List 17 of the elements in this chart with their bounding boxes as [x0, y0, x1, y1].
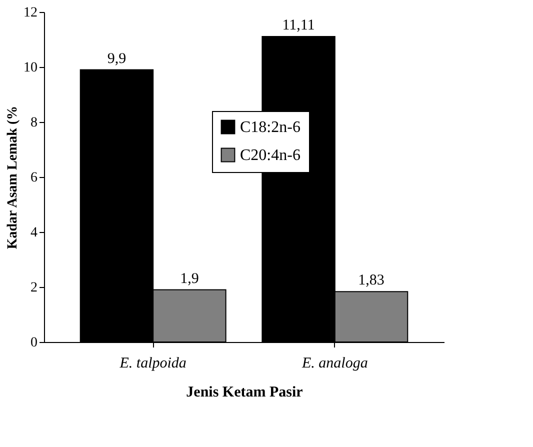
y-tick-label: 12: [24, 6, 38, 20]
data-label: 9,9: [107, 50, 126, 67]
y-tick-label: 0: [30, 336, 38, 350]
x-tick-label: E. talpoida: [118, 356, 186, 372]
x-tick-label: E. analoga: [300, 356, 368, 372]
legend-label: C18:2n-6: [240, 119, 300, 136]
y-tick-label: 2: [30, 280, 38, 296]
y-tick-label: 8: [30, 116, 38, 130]
y-tick-label: 4: [30, 226, 38, 240]
y-axis-title: Kadar Asam Lemak (%: [6, 106, 20, 250]
data-label: 1,9: [180, 270, 199, 287]
x-axis-title: Jenis Ketam Pasir: [186, 384, 304, 400]
legend-label: C20:4n-6: [240, 147, 300, 164]
data-label: 11,11: [282, 17, 315, 34]
data-label: 1,83: [358, 272, 384, 289]
y-tick-label: 10: [24, 60, 38, 76]
y-tick-label: 6: [30, 170, 38, 186]
